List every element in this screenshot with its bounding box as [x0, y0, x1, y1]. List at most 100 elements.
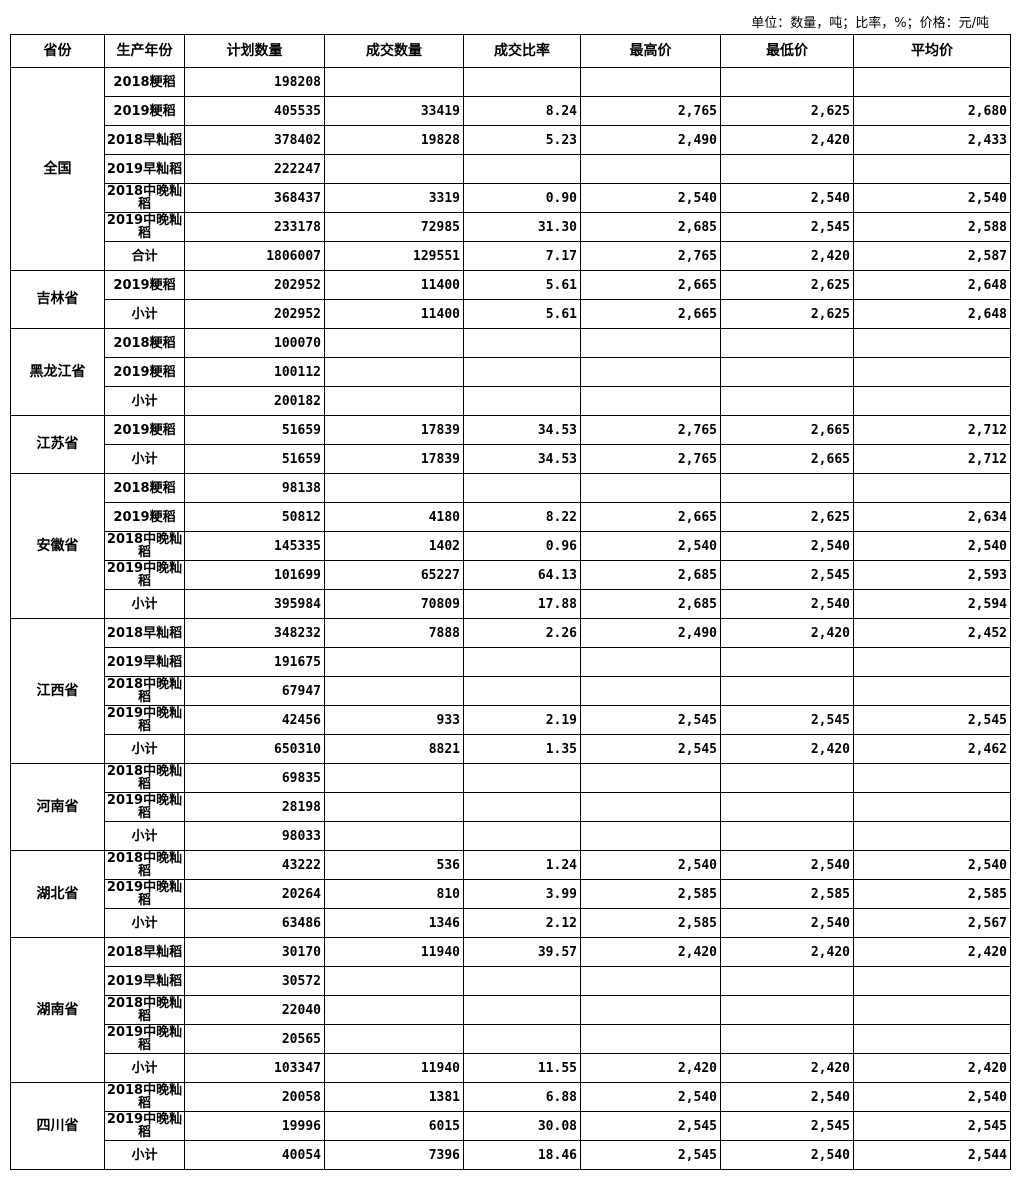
header-planned-qty: 计划数量	[184, 34, 325, 68]
province-cell: 吉林省	[10, 270, 105, 329]
deal-rate-cell	[463, 676, 581, 706]
deal-qty-cell: 933	[324, 705, 464, 735]
deal-qty-cell: 19828	[324, 125, 464, 155]
unit-note: 单位：数量，吨；比率，%；价格：元/吨	[751, 16, 989, 31]
deal-qty-cell	[324, 821, 464, 851]
header-deal-rate: 成交比率	[463, 34, 581, 68]
planned-qty-cell: 22040	[184, 995, 325, 1025]
table-row: 小计 51659 17839 34.53 2,765 2,665 2,712	[11, 444, 1011, 474]
min-price-cell	[720, 386, 854, 416]
year-cell: 2019中晚籼稻	[104, 792, 185, 822]
deal-qty-cell: 1402	[324, 531, 464, 561]
deal-rate-cell: 2.12	[463, 908, 581, 938]
year-cell: 2019中晚籼稻	[104, 212, 185, 242]
avg-price-cell	[853, 763, 1011, 793]
deal-qty-cell: 7396	[324, 1140, 464, 1170]
deal-qty-cell: 536	[324, 850, 464, 880]
max-price-cell	[580, 792, 721, 822]
min-price-cell: 2,420	[720, 618, 854, 648]
deal-rate-cell	[463, 67, 581, 97]
deal-qty-cell: 4180	[324, 502, 464, 532]
year-cell: 2018中晚籼稻	[104, 1082, 185, 1112]
max-price-cell: 2,490	[580, 125, 721, 155]
year-cell: 2018早籼稻	[104, 618, 185, 648]
max-price-cell: 2,685	[580, 212, 721, 242]
max-price-cell	[580, 763, 721, 793]
avg-price-cell: 2,420	[853, 1053, 1011, 1083]
deal-qty-cell: 1381	[324, 1082, 464, 1112]
max-price-cell: 2,765	[580, 415, 721, 445]
max-price-cell: 2,685	[580, 560, 721, 590]
year-cell: 2018早籼稻	[104, 937, 185, 967]
max-price-cell	[580, 1024, 721, 1054]
deal-rate-cell: 34.53	[463, 444, 581, 474]
min-price-cell	[720, 328, 854, 358]
year-cell: 2018早籼稻	[104, 125, 185, 155]
deal-qty-cell	[324, 763, 464, 793]
max-price-cell: 2,665	[580, 299, 721, 329]
province-cell: 安徽省	[10, 473, 105, 619]
table-row: 河南省 2018中晚籼稻 69835	[10, 763, 1011, 851]
header-avg-price: 平均价	[853, 34, 1011, 68]
deal-qty-cell	[324, 966, 464, 996]
min-price-cell: 2,540	[720, 1140, 854, 1170]
province-cell: 黑龙江省	[10, 328, 105, 416]
planned-qty-cell: 51659	[184, 415, 325, 445]
year-cell: 2019中晚籼稻	[104, 1024, 185, 1054]
deal-rate-cell: 18.46	[463, 1140, 581, 1170]
year-cell: 小计	[104, 1053, 185, 1083]
table-row: 小计 650310 8821 1.35 2,545 2,420 2,462	[11, 734, 1011, 764]
planned-qty-cell: 50812	[184, 502, 325, 532]
avg-price-cell: 2,634	[853, 502, 1011, 532]
min-price-cell: 2,420	[720, 241, 854, 271]
table-row: 小计 40054 7396 18.46 2,545 2,540 2,544	[11, 1140, 1011, 1170]
deal-rate-cell	[463, 154, 581, 184]
min-price-cell: 2,420	[720, 125, 854, 155]
deal-rate-cell: 5.61	[463, 270, 581, 300]
avg-price-cell	[853, 966, 1011, 996]
planned-qty-cell: 395984	[184, 589, 325, 619]
table-row: 2019早籼稻 191675	[11, 647, 1011, 677]
year-cell: 合计	[104, 241, 185, 271]
min-price-cell: 2,625	[720, 96, 854, 126]
deal-qty-cell	[324, 676, 464, 706]
table-row: 2019中晚籼稻 20264 810 3.99 2,585 2,585 2,585	[11, 879, 1011, 909]
year-cell: 2019早籼稻	[104, 966, 185, 996]
deal-qty-cell	[324, 328, 464, 358]
year-cell: 2019中晚籼稻	[104, 705, 185, 735]
deal-rate-cell: 39.57	[463, 937, 581, 967]
deal-rate-cell: 1.35	[463, 734, 581, 764]
min-price-cell	[720, 676, 854, 706]
max-price-cell	[580, 328, 721, 358]
table-row: 黑龙江省 2018粳稻 100070	[10, 328, 1011, 416]
deal-qty-cell: 8821	[324, 734, 464, 764]
planned-qty-cell: 233178	[184, 212, 325, 242]
avg-price-cell: 2,545	[853, 1111, 1011, 1141]
table-row: 小计 98033	[11, 821, 1011, 851]
table-row: 2018中晚籼稻 22040	[11, 995, 1011, 1025]
deal-rate-cell: 0.90	[463, 183, 581, 213]
min-price-cell: 2,545	[720, 560, 854, 590]
deal-qty-cell: 6015	[324, 1111, 464, 1141]
min-price-cell	[720, 995, 854, 1025]
year-cell: 2019早籼稻	[104, 154, 185, 184]
deal-qty-cell	[324, 473, 464, 503]
deal-qty-cell: 1346	[324, 908, 464, 938]
table-row: 2019粳稻 405535 33419 8.24 2,765 2,625 2,680	[11, 96, 1011, 126]
province-cell: 河南省	[10, 763, 105, 851]
planned-qty-cell: 100070	[184, 328, 325, 358]
deal-rate-cell	[463, 328, 581, 358]
min-price-cell: 2,545	[720, 212, 854, 242]
planned-qty-cell: 378402	[184, 125, 325, 155]
avg-price-cell: 2,433	[853, 125, 1011, 155]
table-row: 吉林省 2019粳稻 202952 11400 5.61 2,665 2,625 2,648	[10, 270, 1011, 329]
year-cell: 2018中晚籼稻	[104, 183, 185, 213]
max-price-cell: 2,420	[580, 1053, 721, 1083]
deal-qty-cell: 129551	[324, 241, 464, 271]
year-cell: 小计	[104, 734, 185, 764]
deal-qty-cell: 72985	[324, 212, 464, 242]
table-row: 江西省 2018早籼稻 348232 7888 2.26 2,490 2,420 2,452	[10, 618, 1011, 764]
avg-price-cell	[853, 647, 1011, 677]
table-row: 2018中晚籼稻 67947	[11, 676, 1011, 706]
planned-qty-cell: 40054	[184, 1140, 325, 1170]
